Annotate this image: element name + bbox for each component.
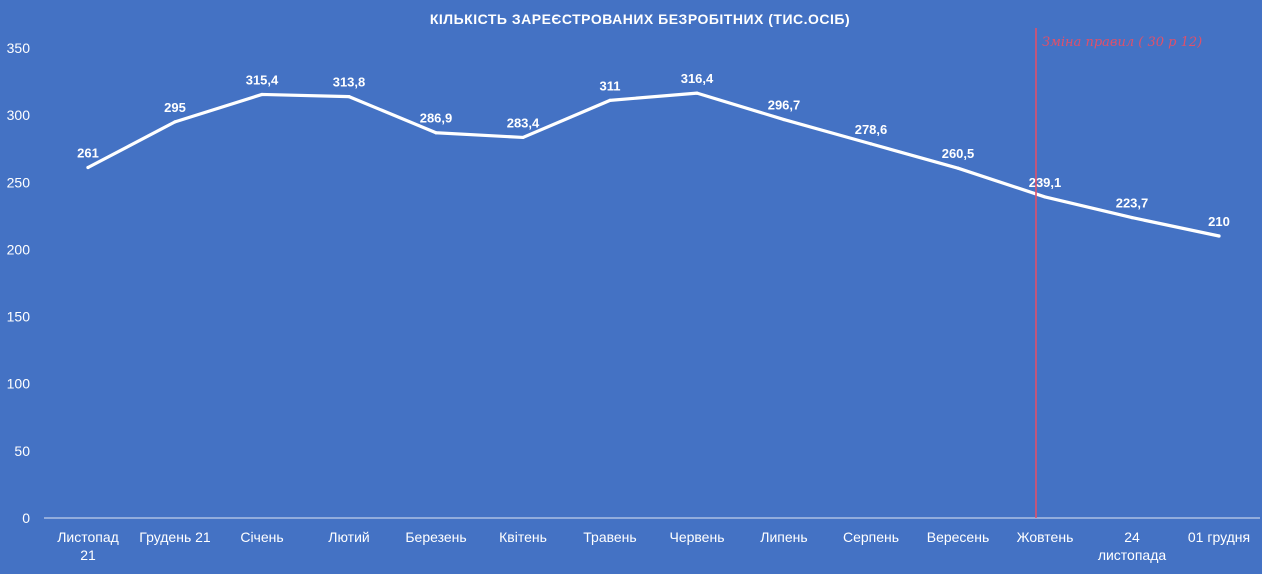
data-label: 261 <box>77 146 99 161</box>
data-labels: 261 295 315,4 313,8 286,9 283,4 311 316,4 296,7 2… <box>77 71 1230 229</box>
y-tick-label: 100 <box>7 376 31 392</box>
data-label: 313,8 <box>333 75 366 90</box>
x-tick-label: Березень <box>405 529 466 545</box>
data-label: 283,4 <box>507 115 540 130</box>
data-point <box>1043 195 1047 199</box>
data-point <box>1130 216 1134 220</box>
x-tick-label: 24 листопада <box>1098 529 1167 563</box>
data-point <box>347 95 351 99</box>
data-label: 260,5 <box>942 146 975 161</box>
data-point <box>434 131 438 135</box>
x-tick-label: Листопад 21 <box>57 529 119 563</box>
y-tick-label: 50 <box>14 443 30 459</box>
x-tick-label: Серпень <box>843 529 899 545</box>
data-point <box>608 98 612 102</box>
marker-annotation: Зміна правил ( 30 р 12) <box>1042 35 1202 50</box>
data-label: 316,4 <box>681 71 714 86</box>
data-point <box>521 135 525 140</box>
x-tick-label: 01 грудня <box>1188 529 1250 545</box>
series-line <box>86 91 1221 238</box>
x-tick-label: Жовтень <box>1017 529 1074 545</box>
data-label: 239,1 <box>1029 175 1062 190</box>
data-point <box>695 91 699 95</box>
y-tick-label: 250 <box>7 174 31 190</box>
data-label: 311 <box>600 78 621 93</box>
data-point <box>1217 234 1221 238</box>
drop-lines <box>87 93 1220 518</box>
x-tick-label: Грудень 21 <box>139 529 211 545</box>
y-tick-label: 350 <box>7 40 31 56</box>
rule-change-marker: Зміна правил ( 30 р 12) <box>1035 28 1202 518</box>
data-label: 223,7 <box>1116 196 1149 211</box>
data-point <box>173 120 177 124</box>
y-tick-label: 300 <box>7 107 31 123</box>
x-tick-label: Травень <box>583 529 636 545</box>
data-label: 295 <box>164 100 186 115</box>
data-point <box>956 166 960 170</box>
x-tick-label: Січень <box>240 529 283 545</box>
x-tick-label: Вересень <box>927 529 990 545</box>
x-tick-label: Квітень <box>499 529 547 545</box>
y-tick-label: 200 <box>7 241 31 257</box>
data-point <box>869 142 873 146</box>
x-tick-label: Липень <box>760 529 807 545</box>
y-tick-label: 0 <box>22 510 30 526</box>
data-point <box>782 117 786 122</box>
data-label: 278,6 <box>855 122 888 137</box>
series-line-group <box>86 91 1221 238</box>
data-point <box>260 92 264 97</box>
data-label: 315,4 <box>246 72 279 87</box>
x-axis: Листопад 21 Грудень 21 Січень Лютий Березень К… <box>57 529 1250 563</box>
data-label: 296,7 <box>768 98 801 113</box>
x-tick-label: Лютий <box>328 529 369 545</box>
chart-title: КІЛЬКІСТЬ ЗАРЕЄСТРОВАНИХ БЕЗРОБІТНИХ (ТИ… <box>430 11 850 27</box>
x-tick-label: Червень <box>670 529 725 545</box>
y-tick-label: 150 <box>7 309 31 325</box>
data-point <box>86 165 90 170</box>
data-label: 210 <box>1208 214 1230 229</box>
y-axis: 0 50 100 150 200 250 300 350 <box>7 40 31 526</box>
data-label: 286,9 <box>420 111 453 126</box>
